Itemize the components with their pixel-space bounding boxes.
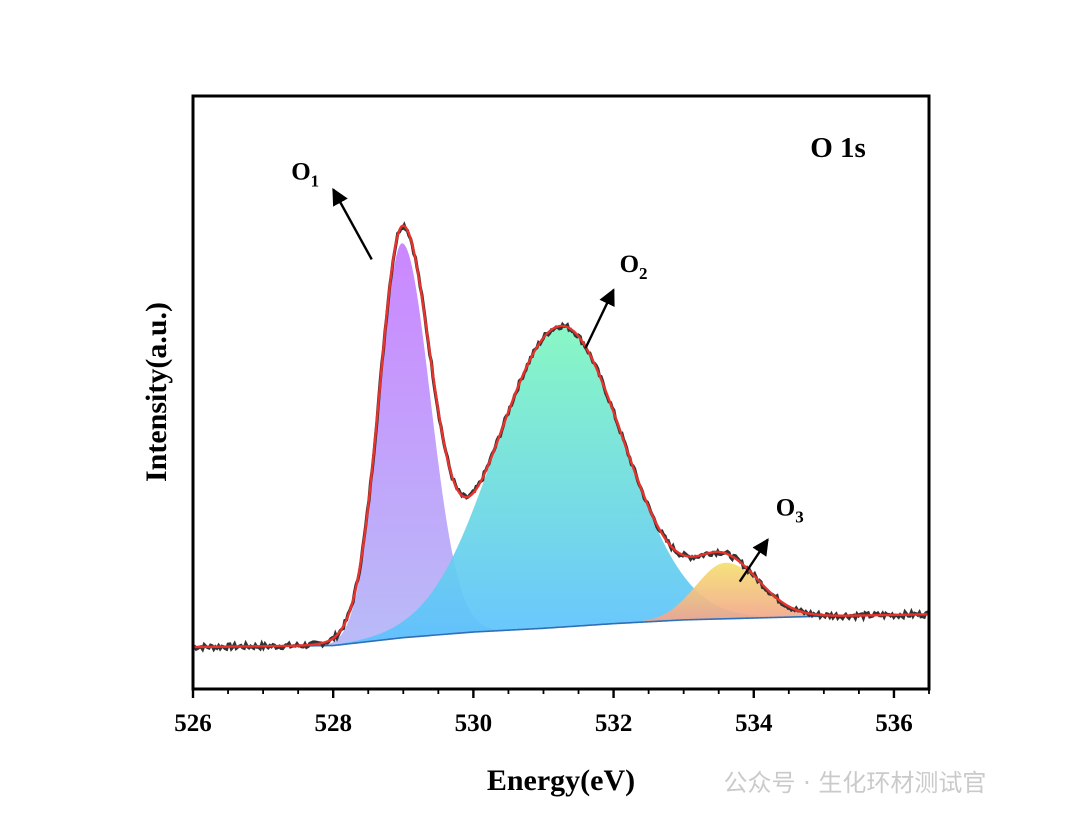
background-line <box>193 613 929 648</box>
component-peak-o2 <box>193 325 929 647</box>
watermark-text: 公众号 · 生化环材测试官 <box>724 769 987 797</box>
x-tick-label: 534 <box>735 710 773 737</box>
x-axis-title: Energy(eV) <box>487 764 635 797</box>
component-peak-o3 <box>193 562 929 647</box>
envelope-fit-line <box>193 224 929 649</box>
arrow-o1 <box>332 187 373 261</box>
fit-components <box>193 243 929 647</box>
arrow-o2 <box>584 288 615 349</box>
x-tick-label: 528 <box>314 710 352 737</box>
x-tick-label: 526 <box>174 710 212 737</box>
peak-label-o2: O2 <box>620 251 648 283</box>
x-axis: 526 528 530 532 534 536 <box>174 689 930 737</box>
arrow-o3 <box>738 538 769 583</box>
x-tick-label: 530 <box>455 710 493 737</box>
peak-annotations: O1 O2 O3 <box>291 158 804 583</box>
peak-label-o3: O3 <box>776 495 804 527</box>
x-tick-label: 536 <box>875 710 913 737</box>
plot-frame <box>191 94 931 691</box>
plot-title: O 1s <box>810 132 866 164</box>
fit-lines <box>193 221 929 653</box>
y-axis-title: Intensity(a.u.) <box>140 302 173 482</box>
component-peak-o1 <box>193 243 929 647</box>
peak-label-o1: O1 <box>291 158 319 190</box>
x-tick-label: 532 <box>595 710 633 737</box>
